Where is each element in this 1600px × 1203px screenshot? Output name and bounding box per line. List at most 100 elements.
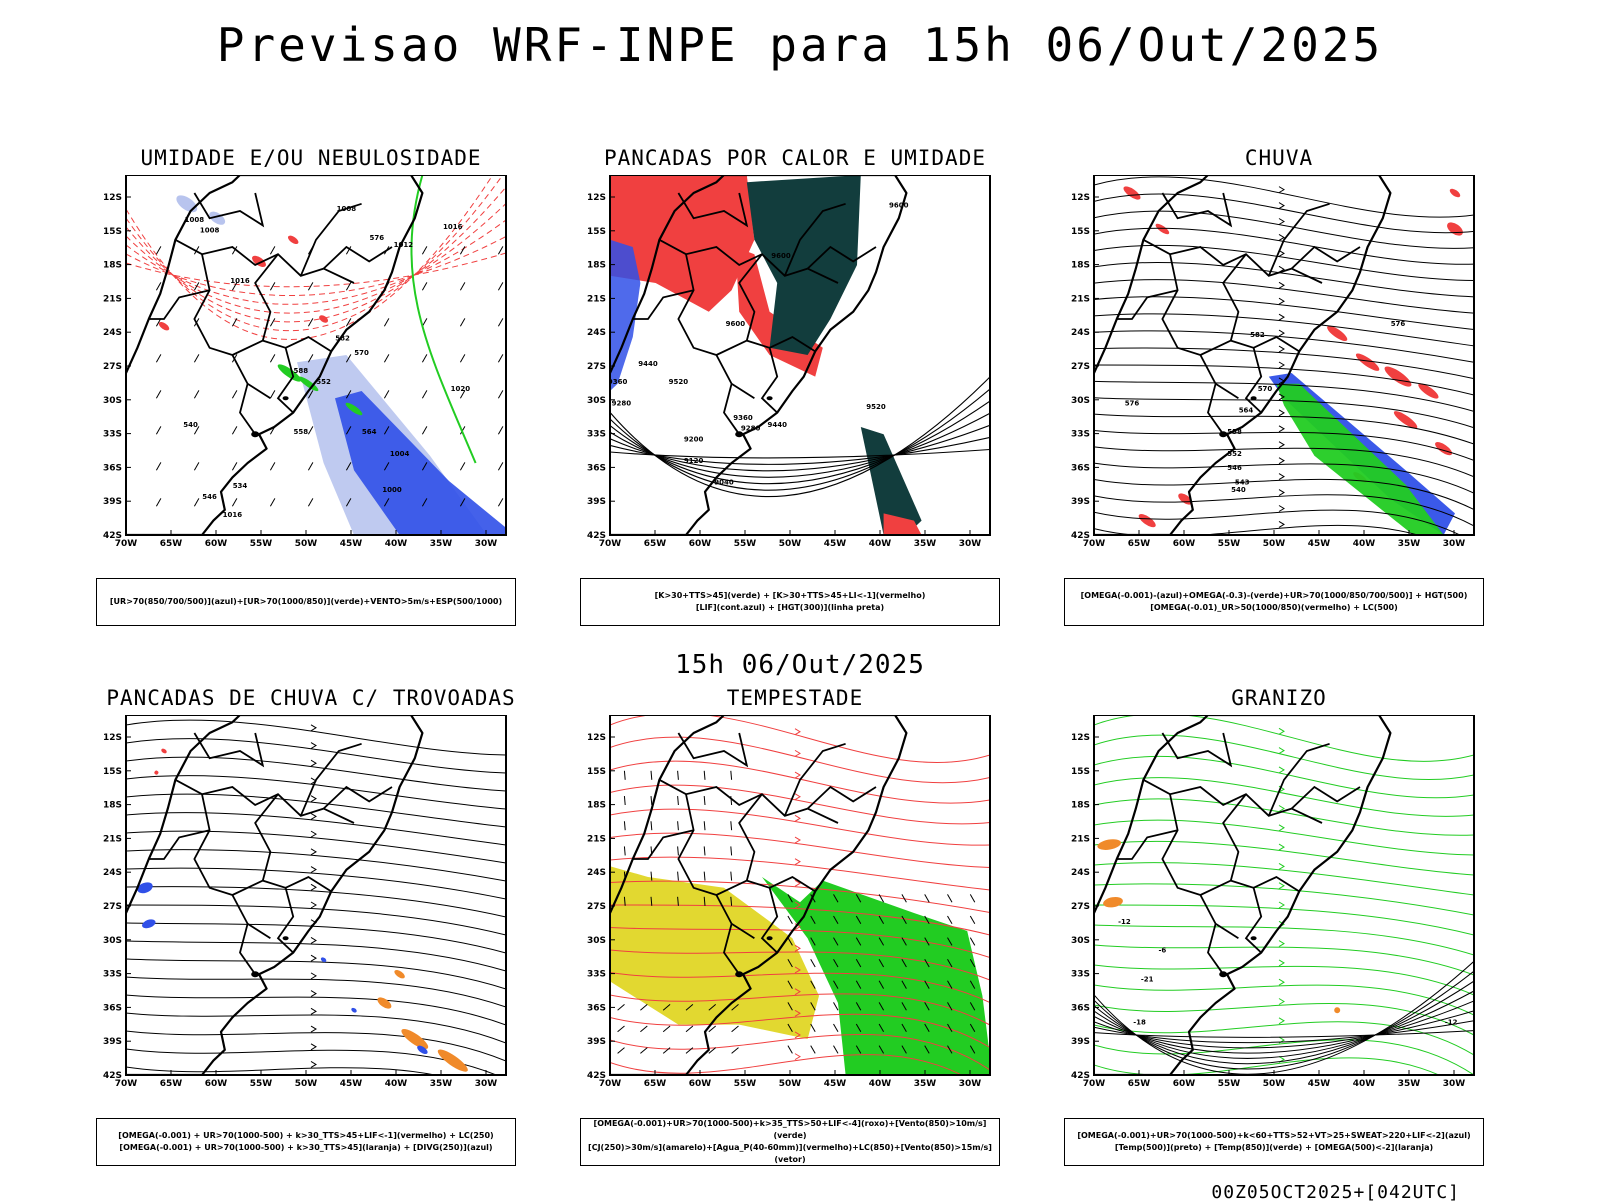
lake-mark [1250, 936, 1257, 941]
wind-vector [617, 1047, 625, 1054]
contour-label: 9360 [608, 378, 628, 386]
stream-arrow [1278, 862, 1285, 870]
lon-label: 70W [115, 1079, 138, 1089]
border-line [193, 732, 265, 768]
lon-label: 65W [644, 539, 667, 549]
lon-label: 30W [959, 1079, 982, 1089]
border-line [193, 794, 271, 939]
wind-vector [497, 282, 504, 291]
lat-label: 18S [1071, 801, 1090, 811]
legend-line: [OMEGA(-0.001) + UR>70(1000-500) + k>30_… [119, 1143, 493, 1152]
stream-arrow [310, 1025, 317, 1033]
border-line [276, 347, 295, 414]
lon-label: 30W [475, 1079, 498, 1089]
stream-arrow [1278, 234, 1285, 241]
legend-line: [K>30+TTS>45](verde) + [K>30+TTS>45+LI<-… [654, 591, 926, 600]
blue-lif-area [610, 239, 641, 391]
wind-vector [947, 1023, 953, 1033]
shaded-area [319, 315, 329, 323]
lake-mark [251, 971, 260, 978]
lat-label: 27S [587, 362, 606, 372]
lat-label: 15S [587, 767, 606, 777]
streamline [610, 972, 990, 1003]
shaded-area [437, 1049, 468, 1072]
wind-vector [901, 1045, 907, 1054]
orange-storm-areas [377, 969, 468, 1072]
streamline [610, 736, 990, 784]
lat-label: 15S [587, 227, 606, 237]
lat-label: 15S [1071, 767, 1090, 777]
contour-label: 9520 [669, 378, 689, 386]
contour-label: 9440 [638, 360, 658, 368]
stream-arrow [1278, 409, 1285, 417]
stream-arrow [794, 879, 801, 887]
lat-label: 12S [1071, 733, 1090, 743]
wind-vector [677, 770, 679, 780]
wind-vector [193, 462, 200, 471]
stream-arrow [1278, 805, 1285, 812]
lon-label: 70W [599, 539, 622, 549]
streamline [1094, 715, 1474, 762]
shaded-area [1327, 325, 1348, 342]
streamline [610, 856, 990, 891]
contour-label: 9440 [767, 421, 787, 429]
lon-label: 50W [1263, 539, 1286, 549]
stream-arrow [310, 1043, 317, 1051]
wind-vector [193, 282, 200, 291]
stream-arrow [794, 771, 801, 779]
lat-label: 36S [103, 463, 122, 473]
lat-label: 30S [103, 396, 122, 406]
streamline [610, 1033, 990, 1071]
shaded-area [142, 919, 156, 929]
wind-vector [231, 462, 238, 471]
wind-vector [787, 958, 793, 968]
lat-label: 39S [587, 1037, 606, 1047]
wind-vector [901, 894, 907, 903]
wind-vector [650, 770, 653, 780]
streamline [610, 1054, 963, 1075]
streamline [1094, 364, 1474, 396]
lat-label: 12S [1071, 193, 1090, 203]
panel-legend: [OMEGA(-0.001) + UR>70(1000-500) + k>30_… [96, 1118, 516, 1166]
lon-label: 65W [1128, 1079, 1151, 1089]
streamline [126, 976, 506, 1008]
lon-label: 70W [1083, 1079, 1106, 1089]
border-line [254, 793, 279, 881]
stream-arrow [310, 901, 317, 909]
shaded-area [1123, 186, 1141, 200]
contour-label: 9280 [612, 399, 632, 407]
wind-vector [855, 915, 862, 925]
wind-vector [459, 462, 466, 471]
stream-arrow [1278, 202, 1285, 209]
wind-vector [833, 980, 839, 989]
border-line [193, 192, 265, 228]
stream-arrow [1278, 489, 1285, 496]
map-content [126, 715, 506, 1075]
contour-label: 576 [369, 234, 384, 242]
border-line [783, 202, 846, 277]
stream-arrow [1278, 441, 1285, 449]
wind-vector [421, 246, 428, 255]
wind-vector [421, 282, 428, 291]
border-line [1290, 785, 1361, 810]
lon-label: 50W [779, 539, 802, 549]
blue-humidity-band [335, 391, 506, 535]
streamline [1094, 262, 1474, 298]
shaded-area [1449, 188, 1461, 198]
streamline [1094, 330, 1474, 363]
border-line [1161, 732, 1233, 768]
green-omega-band [1276, 383, 1444, 535]
lon-label: 50W [779, 1079, 802, 1089]
contour-label: 558 [1227, 428, 1242, 436]
panel-title: PANCADAS DE CHUVA C/ TROVOADAS [106, 686, 516, 710]
wind-vector [878, 980, 885, 989]
contour-label: 9360 [733, 414, 753, 422]
lat-label: 33S [1071, 430, 1090, 440]
map-chuva: 582 576 576 570 564 558 552 546 540 543 12S 15S 18S 2… [1064, 175, 1494, 565]
wind-vector [855, 937, 862, 946]
border-line [232, 875, 332, 896]
darkteal-instability-area [860, 427, 922, 535]
panel-chuva: CHUVA 582 576 576 570 564 558 552 546 540 543 12S 1… [1064, 146, 1494, 636]
wind-vector [623, 770, 626, 780]
